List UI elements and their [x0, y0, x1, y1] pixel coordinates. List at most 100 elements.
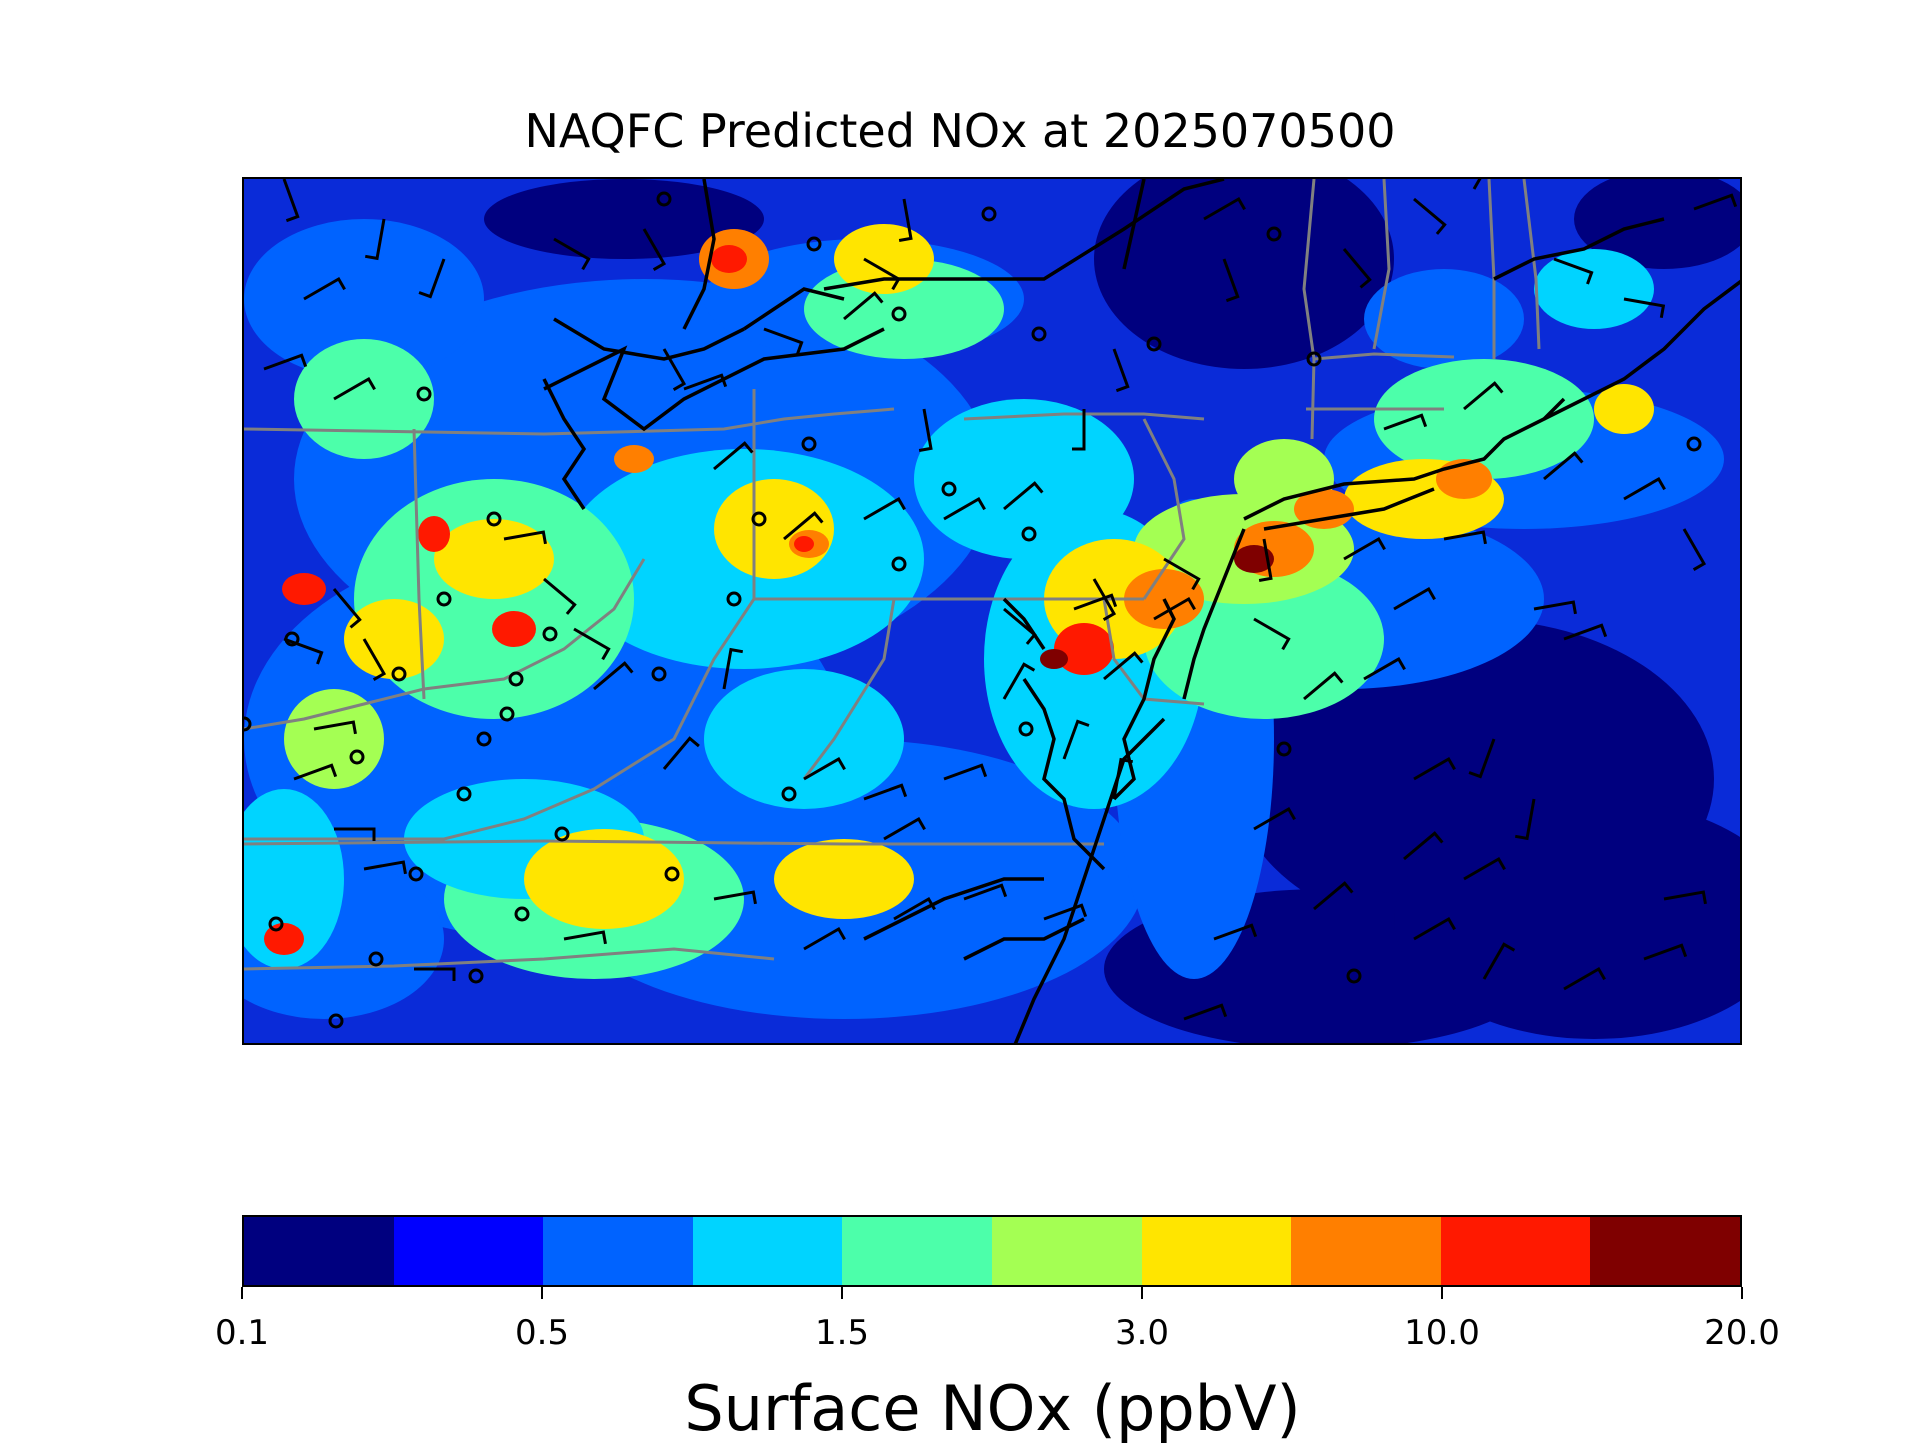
concentration-patch — [524, 829, 684, 929]
station-marker — [476, 731, 492, 747]
concentration-patch — [714, 479, 834, 579]
station-marker — [1276, 741, 1292, 757]
station-marker — [368, 951, 384, 967]
wind-barb — [593, 661, 634, 691]
wind-barb — [1002, 662, 1036, 700]
station-marker — [554, 826, 570, 842]
wind-barb — [1163, 557, 1201, 591]
wind-barb — [1112, 348, 1130, 393]
station-marker — [656, 191, 672, 207]
wind-barb — [1643, 943, 1688, 961]
wind-barb — [863, 496, 906, 521]
concentration-patch — [492, 611, 536, 647]
station-marker — [1146, 336, 1162, 352]
wind-barb — [963, 883, 1008, 901]
wind-barb — [1073, 593, 1118, 611]
wind-barb — [1543, 451, 1584, 481]
wind-barb — [553, 237, 591, 271]
concentration-patch — [244, 219, 484, 379]
wind-barb — [803, 926, 846, 951]
colorbar-segment — [1291, 1217, 1441, 1285]
colorbar-segment — [1590, 1217, 1740, 1285]
concentration-patch — [1040, 649, 1068, 669]
wind-barb — [418, 258, 446, 299]
wind-barb — [364, 218, 386, 261]
station-marker — [284, 631, 300, 647]
wind-barb — [414, 967, 456, 981]
station-marker — [651, 666, 667, 682]
wind-barb — [1533, 600, 1577, 615]
wind-barb — [642, 228, 667, 271]
wind-barbs — [263, 179, 1738, 1021]
wind-barb — [1623, 476, 1666, 501]
station-marker — [1031, 326, 1047, 342]
wind-barb — [1403, 831, 1444, 861]
wind-barb — [1213, 923, 1258, 941]
station-marker — [328, 1013, 344, 1029]
station-marker — [514, 906, 530, 922]
wind-barb — [662, 348, 687, 391]
station-marker — [781, 786, 797, 802]
colorbar-tick-label: 20.0 — [1704, 1313, 1780, 1353]
wind-barb — [282, 179, 300, 223]
concentration-patch — [418, 516, 450, 552]
wind-barb — [1313, 881, 1354, 911]
wind-barb — [1463, 381, 1504, 411]
concentration-patch — [1394, 799, 1740, 1039]
concentration-field — [244, 179, 1740, 1043]
colorbar-tick — [541, 1287, 543, 1299]
colorbar-segment — [543, 1217, 693, 1285]
wind-barb — [1553, 257, 1594, 285]
wind-barb — [1072, 409, 1086, 451]
wind-barb — [1003, 607, 1037, 645]
colorbar-segment — [393, 1217, 544, 1285]
wind-barb — [883, 816, 926, 841]
colorbar-segment — [692, 1217, 843, 1285]
wind-barb — [543, 577, 577, 615]
station-marker — [542, 626, 558, 642]
wind-barb — [863, 257, 901, 291]
concentration-patch — [1594, 384, 1654, 434]
wind-barb — [1103, 651, 1144, 681]
station-markers — [244, 191, 1702, 1029]
wind-barb — [1682, 528, 1707, 571]
concentration-patch — [1294, 489, 1354, 529]
colorbar-tick — [1741, 1287, 1743, 1299]
wind-barb — [763, 327, 804, 355]
wind-barb — [1183, 1003, 1228, 1021]
concentration-patch — [711, 245, 747, 273]
colorbar-segment — [1141, 1217, 1292, 1285]
wind-barb — [918, 408, 933, 452]
concentration-patch — [282, 573, 326, 605]
station-marker — [801, 436, 817, 452]
colorbar — [242, 1215, 1742, 1287]
wind-barb — [303, 276, 346, 301]
wind-barb — [1253, 806, 1296, 831]
colorbar-tick-label: 0.1 — [214, 1313, 270, 1353]
colorbar-label: Surface NOx (ppbV) — [684, 1372, 1301, 1445]
wind-barb — [1203, 196, 1246, 221]
wind-barb — [1413, 916, 1456, 941]
station-marker — [499, 706, 515, 722]
wind-barb — [1413, 756, 1456, 781]
wind-barb — [1413, 197, 1447, 235]
concentration-patch — [1574, 179, 1740, 269]
station-marker — [1686, 436, 1702, 452]
colorbar-tick — [841, 1287, 843, 1299]
concentration-patch — [704, 669, 904, 809]
wind-barb — [1343, 536, 1386, 561]
map-panel — [242, 177, 1742, 1045]
station-marker — [268, 916, 284, 932]
wind-barb — [332, 588, 362, 629]
station-marker — [1306, 351, 1322, 367]
concentration-patch — [774, 839, 914, 919]
wind-barb — [1363, 656, 1406, 681]
wind-barb — [713, 890, 757, 905]
colorbar-tick — [1141, 1287, 1143, 1299]
station-marker — [436, 591, 452, 607]
concentration-patch — [344, 599, 444, 679]
colorbar-segment — [842, 1217, 992, 1285]
wind-barb — [334, 827, 376, 841]
nox-map — [244, 179, 1740, 1043]
wind-barb — [1092, 578, 1117, 621]
